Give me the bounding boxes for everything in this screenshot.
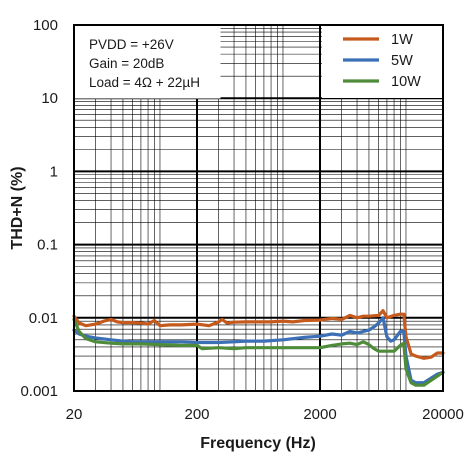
annotation-box <box>73 24 221 99</box>
annotation-line-3: Load = 4Ω + 22µH <box>89 75 200 90</box>
y-tick-label: 100 <box>33 17 58 34</box>
series-line-1w <box>72 309 445 360</box>
x-tick-labels: 20 200 2000 20000 <box>66 406 464 423</box>
legend-box <box>322 25 443 98</box>
x-tick-label: 20 <box>66 406 83 423</box>
x-axis-title: Frequency (Hz) <box>200 435 316 452</box>
annotation-line-2: Gain = 20dB <box>89 56 164 71</box>
y-tick-label: 1 <box>50 163 58 180</box>
legend: 1W 5W 10W <box>343 32 421 90</box>
x-tick-label: 20000 <box>422 406 464 423</box>
x-tick-label: 2000 <box>303 406 336 423</box>
y-tick-label: 0.001 <box>20 383 58 400</box>
plot-frame <box>73 24 444 392</box>
legend-label-10w: 10W <box>391 74 421 90</box>
y-tick-label: 0.1 <box>37 237 58 254</box>
y-axis-title: THD+N (%) <box>9 166 26 249</box>
legend-label-1w: 1W <box>391 32 413 48</box>
legend-label-5w: 5W <box>391 53 413 69</box>
x-tick-label: 200 <box>184 406 209 423</box>
y-tick-label: 10 <box>41 90 58 107</box>
y-tick-label: 0.01 <box>29 310 58 327</box>
series-line-10w <box>72 317 445 387</box>
series-layer <box>72 309 445 387</box>
annotation-line-1: PVDD = +26V <box>89 37 174 52</box>
y-tick-labels: 100 10 1 0.1 0.01 0.001 <box>20 17 58 400</box>
